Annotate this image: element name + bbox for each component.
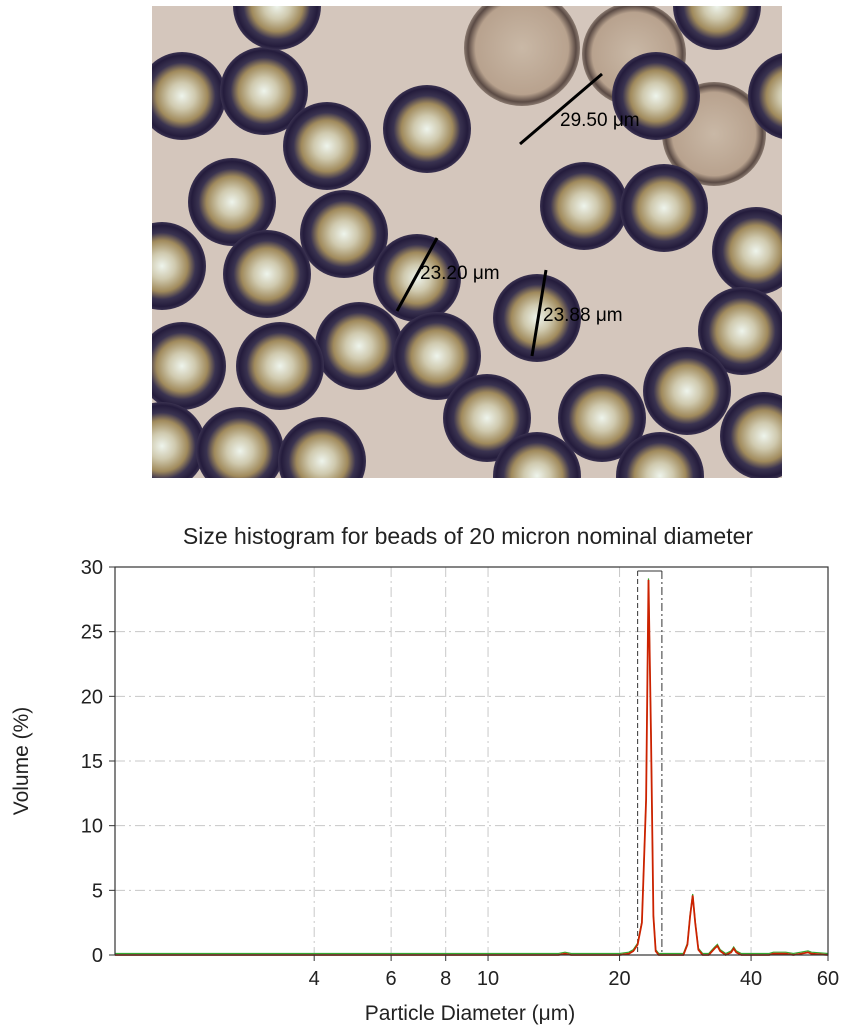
x-tick-label: 20 [608, 968, 630, 990]
measure-line-3 [530, 269, 548, 357]
chart-title: Size histogram for beads of 20 micron no… [183, 523, 754, 549]
measurement-label-2: 23.20 μm [420, 263, 500, 284]
bead [383, 85, 471, 173]
x-tick-label: 6 [386, 968, 397, 990]
series-overlay-line [115, 578, 829, 955]
y-tick-label: 15 [81, 751, 103, 773]
bead [152, 52, 226, 140]
bead [236, 322, 324, 410]
x-tick-label: 40 [740, 968, 762, 990]
bead [540, 162, 628, 250]
bead [712, 207, 782, 295]
x-tick-label: 8 [440, 968, 451, 990]
bead [443, 374, 531, 462]
chart-series [115, 578, 829, 957]
bead-layer [152, 6, 782, 478]
y-tick-label: 20 [81, 686, 103, 708]
bead [558, 374, 646, 462]
y-axis-label: Volume (%) [10, 707, 33, 816]
bead [720, 392, 782, 478]
bead [748, 53, 782, 139]
bead [620, 164, 708, 252]
bead [612, 52, 700, 140]
y-tick-label: 5 [92, 880, 103, 902]
y-tick-label: 30 [81, 557, 103, 579]
size-histogram-chart: Size histogram for beads of 20 micron no… [10, 523, 839, 1025]
bead [283, 102, 371, 190]
bead-micrograph: 29.50 μm 23.20 μm 23.88 μm [152, 6, 782, 478]
bead [220, 47, 308, 135]
x-axis-label: Particle Diameter (μm) [365, 1002, 575, 1025]
bead [373, 234, 461, 322]
series-line [115, 579, 829, 957]
bead [152, 402, 206, 478]
chart-gridlines [115, 567, 828, 955]
y-tick-label: 10 [81, 816, 103, 838]
measurement-label-3: 23.88 μm [543, 305, 623, 326]
bead [493, 432, 581, 478]
y-tick-label: 0 [92, 945, 103, 967]
y-tick-label: 25 [81, 622, 103, 644]
bead [233, 6, 321, 50]
bead [196, 407, 284, 478]
bead [616, 432, 704, 478]
x-tick-label: 60 [817, 968, 839, 990]
measure-line-1 [519, 72, 603, 146]
x-tick-label: 10 [477, 968, 499, 990]
bead [152, 322, 226, 410]
x-axis-ticks: 4 6 8 10 20 40 60 [309, 955, 839, 990]
large-bead [464, 6, 580, 106]
bead [223, 230, 311, 318]
selection-band [637, 570, 663, 955]
measure-line-2 [395, 237, 439, 312]
bead [643, 347, 731, 435]
bead [152, 222, 206, 310]
y-axis-ticks: 0 5 10 15 20 25 30 [81, 557, 115, 967]
bead [315, 302, 403, 390]
bead [698, 287, 782, 375]
bead [300, 190, 388, 278]
measurement-label-1: 29.50 μm [560, 110, 640, 131]
x-tick-label: 4 [309, 968, 320, 990]
bead [393, 312, 481, 400]
bead [278, 417, 366, 478]
bead [188, 158, 276, 246]
bead [673, 6, 761, 50]
